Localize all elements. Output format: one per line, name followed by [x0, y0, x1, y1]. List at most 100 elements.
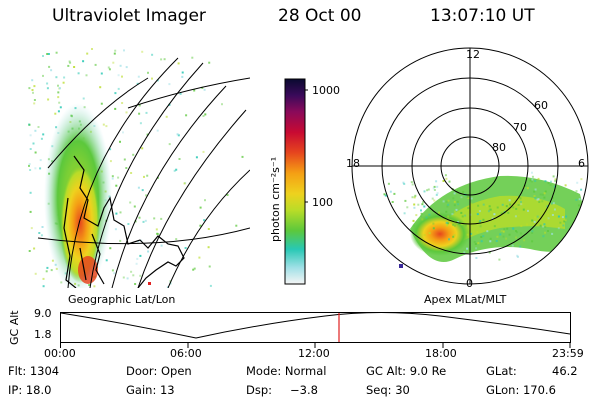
speckle-dot: [447, 199, 450, 202]
speckle-dot: [473, 241, 476, 243]
speckle-dot: [69, 61, 72, 64]
speckle-dot: [50, 69, 53, 72]
speckle-dot: [40, 234, 43, 237]
speckle-dot: [499, 233, 502, 236]
speckle-dot: [594, 198, 596, 200]
speckle-dot: [550, 202, 553, 205]
speckle-dot: [547, 182, 550, 185]
speckle-dot: [411, 183, 414, 186]
speckle-dot: [42, 277, 45, 280]
speckle-dot: [514, 215, 517, 218]
speckle-dot: [515, 207, 518, 210]
speckle-dot: [502, 230, 505, 233]
speckle-dot: [515, 236, 517, 239]
speckle-dot: [500, 212, 503, 215]
speckle-dot: [474, 243, 477, 245]
speckle-dot: [157, 233, 160, 235]
speckle-dot: [100, 102, 103, 105]
speckle-dot: [86, 52, 89, 55]
speckle-dot: [503, 228, 506, 231]
speckle-dot: [531, 171, 533, 174]
speckle-dot: [547, 213, 549, 216]
speckle-dot: [117, 87, 120, 90]
speckle-dot: [544, 225, 547, 228]
speckle-dot: [591, 181, 593, 183]
speckle-dot: [42, 133, 45, 136]
speckle-dot: [479, 225, 482, 228]
speckle-dot: [132, 153, 135, 156]
speckle-dot: [460, 196, 463, 199]
speckle-dot: [534, 188, 537, 191]
speckle-dot: [482, 218, 485, 221]
speckle-dot: [46, 82, 49, 85]
speckle-dot: [502, 235, 505, 238]
speckle-dot: [531, 219, 534, 222]
speckle-dot: [520, 200, 522, 203]
speckle-dot: [428, 213, 431, 216]
speckle-dot: [436, 185, 439, 188]
speckle-dot: [435, 193, 438, 196]
speckle-dot: [144, 219, 147, 222]
speckle-dot: [413, 203, 416, 206]
speckle-dot: [192, 268, 195, 271]
speckle-dot: [523, 239, 526, 242]
speckle-dot: [590, 189, 592, 191]
speckle-dot: [546, 218, 549, 221]
speckle-dot: [453, 210, 456, 213]
speckle-dot: [109, 148, 112, 151]
speckle-dot: [204, 113, 207, 116]
speckle-dot: [176, 133, 179, 136]
speckle-dot: [389, 190, 392, 193]
speckle-dot: [58, 87, 61, 90]
speckle-dot: [478, 221, 481, 224]
speckle-dot: [168, 143, 171, 146]
aurora-glow-left: [60, 163, 100, 283]
speckle-dot: [489, 237, 492, 240]
colorbar-tick-1000: 1000: [312, 84, 340, 97]
speckle-dot: [134, 283, 137, 285]
speckle-dot: [551, 232, 554, 235]
speckle-dot: [29, 169, 32, 171]
speckle-dot: [520, 225, 523, 227]
speckle-dot: [179, 92, 182, 95]
speckle-dot: [202, 150, 205, 153]
speckle-dot: [157, 176, 159, 179]
speckle-dot: [37, 126, 40, 128]
speckle-dot: [543, 192, 546, 195]
orbit-xtick-0600: 06:00: [170, 347, 202, 360]
speckle-dot: [139, 274, 142, 277]
dsp-value: −3.8: [290, 383, 318, 397]
speckle-dot: [457, 223, 460, 225]
speckle-dot: [46, 53, 49, 55]
speckle-dot: [100, 72, 103, 75]
speckle-dot: [153, 217, 156, 220]
speckle-dot: [426, 189, 429, 192]
speckle-dot: [221, 103, 223, 106]
speckle-dot: [41, 226, 44, 228]
speckle-dot: [526, 223, 528, 226]
speckle-dot: [127, 223, 130, 225]
speckle-dot: [47, 53, 50, 55]
speckle-dot: [141, 50, 144, 53]
speckle-dot: [115, 212, 118, 215]
speckle-dot: [412, 219, 415, 222]
speckle-dot: [464, 224, 467, 227]
speckle-dot: [198, 256, 201, 259]
speckle-dot: [536, 198, 539, 201]
speckle-dot: [54, 112, 57, 115]
speckle-dot: [207, 228, 210, 230]
speckle-dot: [145, 111, 148, 114]
speckle-dot: [184, 247, 187, 249]
speckle-dot: [445, 221, 448, 224]
mlt-label-0: 0: [466, 277, 473, 290]
speckle-dot: [147, 250, 150, 253]
speckle-dot: [113, 52, 116, 55]
speckle-dot: [105, 259, 108, 262]
speckle-dot: [529, 179, 532, 182]
speckle-dot: [204, 199, 206, 202]
speckle-dot: [461, 215, 464, 218]
speckle-dot: [447, 222, 450, 225]
door-status: Door: Open: [126, 364, 192, 378]
speckle-dot: [111, 177, 114, 180]
speckle-dot: [67, 64, 70, 67]
